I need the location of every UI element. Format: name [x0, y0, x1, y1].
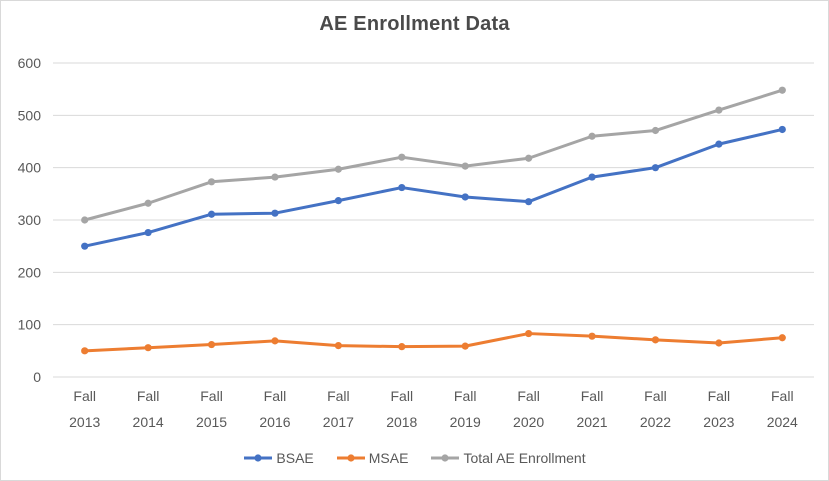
x-axis-tick-label: Fall 2020	[513, 388, 544, 430]
data-point-marker	[651, 126, 660, 135]
x-axis-tick-label: Fall 2024	[767, 388, 798, 430]
data-point-marker	[461, 162, 469, 170]
data-point-marker	[715, 339, 723, 347]
x-axis-tick-line: 2023	[703, 414, 734, 430]
legend-item-total-ae-enrollment: Total AE Enrollment	[430, 450, 586, 466]
y-axis-tick-label: 500	[18, 107, 42, 123]
y-axis-tick-label: 0	[33, 369, 41, 385]
data-point-marker	[207, 340, 216, 349]
chart-title: AE Enrollment Data	[319, 13, 510, 35]
data-point-marker	[271, 209, 279, 217]
x-axis-tick-line: Fall	[644, 388, 667, 404]
legend-item-msae: MSAE	[336, 450, 409, 466]
x-axis-tick-line: 2019	[450, 414, 481, 430]
x-axis-tick-line: Fall	[327, 388, 350, 404]
x-axis-tick-line: Fall	[264, 388, 287, 404]
chart-legend: BSAE MSAE Total AE Enrollment	[1, 444, 828, 472]
legend-label: BSAE	[276, 450, 314, 466]
x-axis-tick-line: Fall	[708, 388, 731, 404]
x-axis-tick-label: Fall 2013	[69, 388, 100, 430]
series-bsae	[81, 125, 786, 250]
x-axis-tick-line: 2018	[386, 414, 417, 430]
x-axis-tick-line: 2016	[259, 414, 290, 430]
legend-swatch-icon	[244, 454, 273, 462]
data-point-marker	[651, 336, 660, 344]
data-point-marker	[588, 173, 596, 181]
x-axis-tick-line: Fall	[517, 388, 540, 404]
x-axis-tick-line: 2014	[133, 414, 164, 430]
data-point-marker	[715, 106, 723, 114]
series-msae	[81, 329, 786, 355]
data-point-marker	[778, 334, 786, 342]
legend-label: MSAE	[368, 450, 409, 466]
series-line	[83, 332, 784, 353]
data-point-marker	[334, 165, 342, 173]
data-point-marker	[334, 342, 342, 350]
data-point-marker	[398, 343, 406, 351]
data-point-marker	[81, 347, 89, 355]
data-point-marker	[81, 242, 89, 250]
x-axis-tick-label: Fall 2022	[640, 388, 671, 430]
data-point-marker	[588, 132, 596, 140]
x-axis-tick-label: Fall 2016	[259, 388, 290, 430]
x-axis-tick-line: Fall	[391, 388, 414, 404]
x-axis-tick-line: 2015	[196, 414, 227, 430]
data-point-marker	[525, 198, 533, 206]
x-axis-tick-label: Fall 2017	[323, 388, 354, 430]
series-line	[83, 127, 784, 248]
data-point-marker	[778, 125, 786, 134]
legend-label: Total AE Enrollment	[463, 450, 586, 466]
data-point-marker	[144, 344, 152, 352]
x-axis-tick-line: 2020	[513, 414, 544, 430]
x-axis-tick-label: Fall 2019	[450, 388, 481, 430]
x-axis-tick-line: 2013	[69, 414, 100, 430]
data-point-marker	[525, 154, 533, 162]
x-axis-tick-line: Fall	[454, 388, 477, 404]
data-point-marker	[715, 140, 723, 148]
y-axis-tick-label: 400	[18, 160, 42, 176]
data-point-marker	[271, 337, 279, 345]
x-axis-tick-line: Fall	[200, 388, 223, 404]
series-total-ae-enrollment	[81, 86, 786, 224]
x-axis-tick-label: Fall 2018	[386, 388, 417, 430]
y-axis-tick-label: 300	[18, 212, 42, 228]
data-point-marker	[144, 199, 152, 207]
x-axis-tick-label: Fall 2014	[133, 388, 164, 430]
x-axis-tick-line: 2024	[767, 414, 798, 430]
data-point-marker	[461, 193, 469, 201]
data-point-marker	[334, 197, 342, 205]
data-point-marker	[144, 228, 152, 237]
x-axis-tick-line: Fall	[771, 388, 794, 404]
x-axis-tick-label: Fall 2023	[703, 388, 734, 430]
series-line	[83, 88, 784, 222]
x-axis-tick-line: Fall	[137, 388, 160, 404]
x-axis-tick-line: 2017	[323, 414, 354, 430]
data-point-marker	[81, 216, 89, 224]
x-axis-tick-line: Fall	[581, 388, 604, 404]
data-point-marker	[525, 329, 533, 338]
y-axis-tick-label: 200	[18, 264, 42, 280]
x-axis-tick-label: Fall 2021	[576, 388, 607, 430]
x-axis-tick-label: Fall 2015	[196, 388, 227, 430]
data-point-marker	[461, 342, 469, 350]
data-point-marker	[207, 178, 216, 186]
data-point-marker	[778, 86, 786, 94]
y-axis-tick-label: 100	[18, 317, 42, 333]
legend-item-bsae: BSAE	[243, 450, 314, 466]
x-axis-tick-line: 2022	[640, 414, 671, 430]
data-point-marker	[651, 164, 660, 172]
data-point-marker	[271, 173, 279, 181]
x-axis-tick-line: Fall	[73, 388, 96, 404]
legend-swatch-icon	[431, 454, 460, 462]
x-axis-tick-line: 2021	[576, 414, 607, 430]
y-axis-tick-label: 600	[18, 55, 42, 71]
data-point-marker	[207, 210, 216, 218]
data-point-marker	[398, 183, 406, 192]
data-point-marker	[588, 332, 596, 340]
legend-swatch-icon	[336, 454, 365, 462]
data-point-marker	[398, 153, 406, 161]
